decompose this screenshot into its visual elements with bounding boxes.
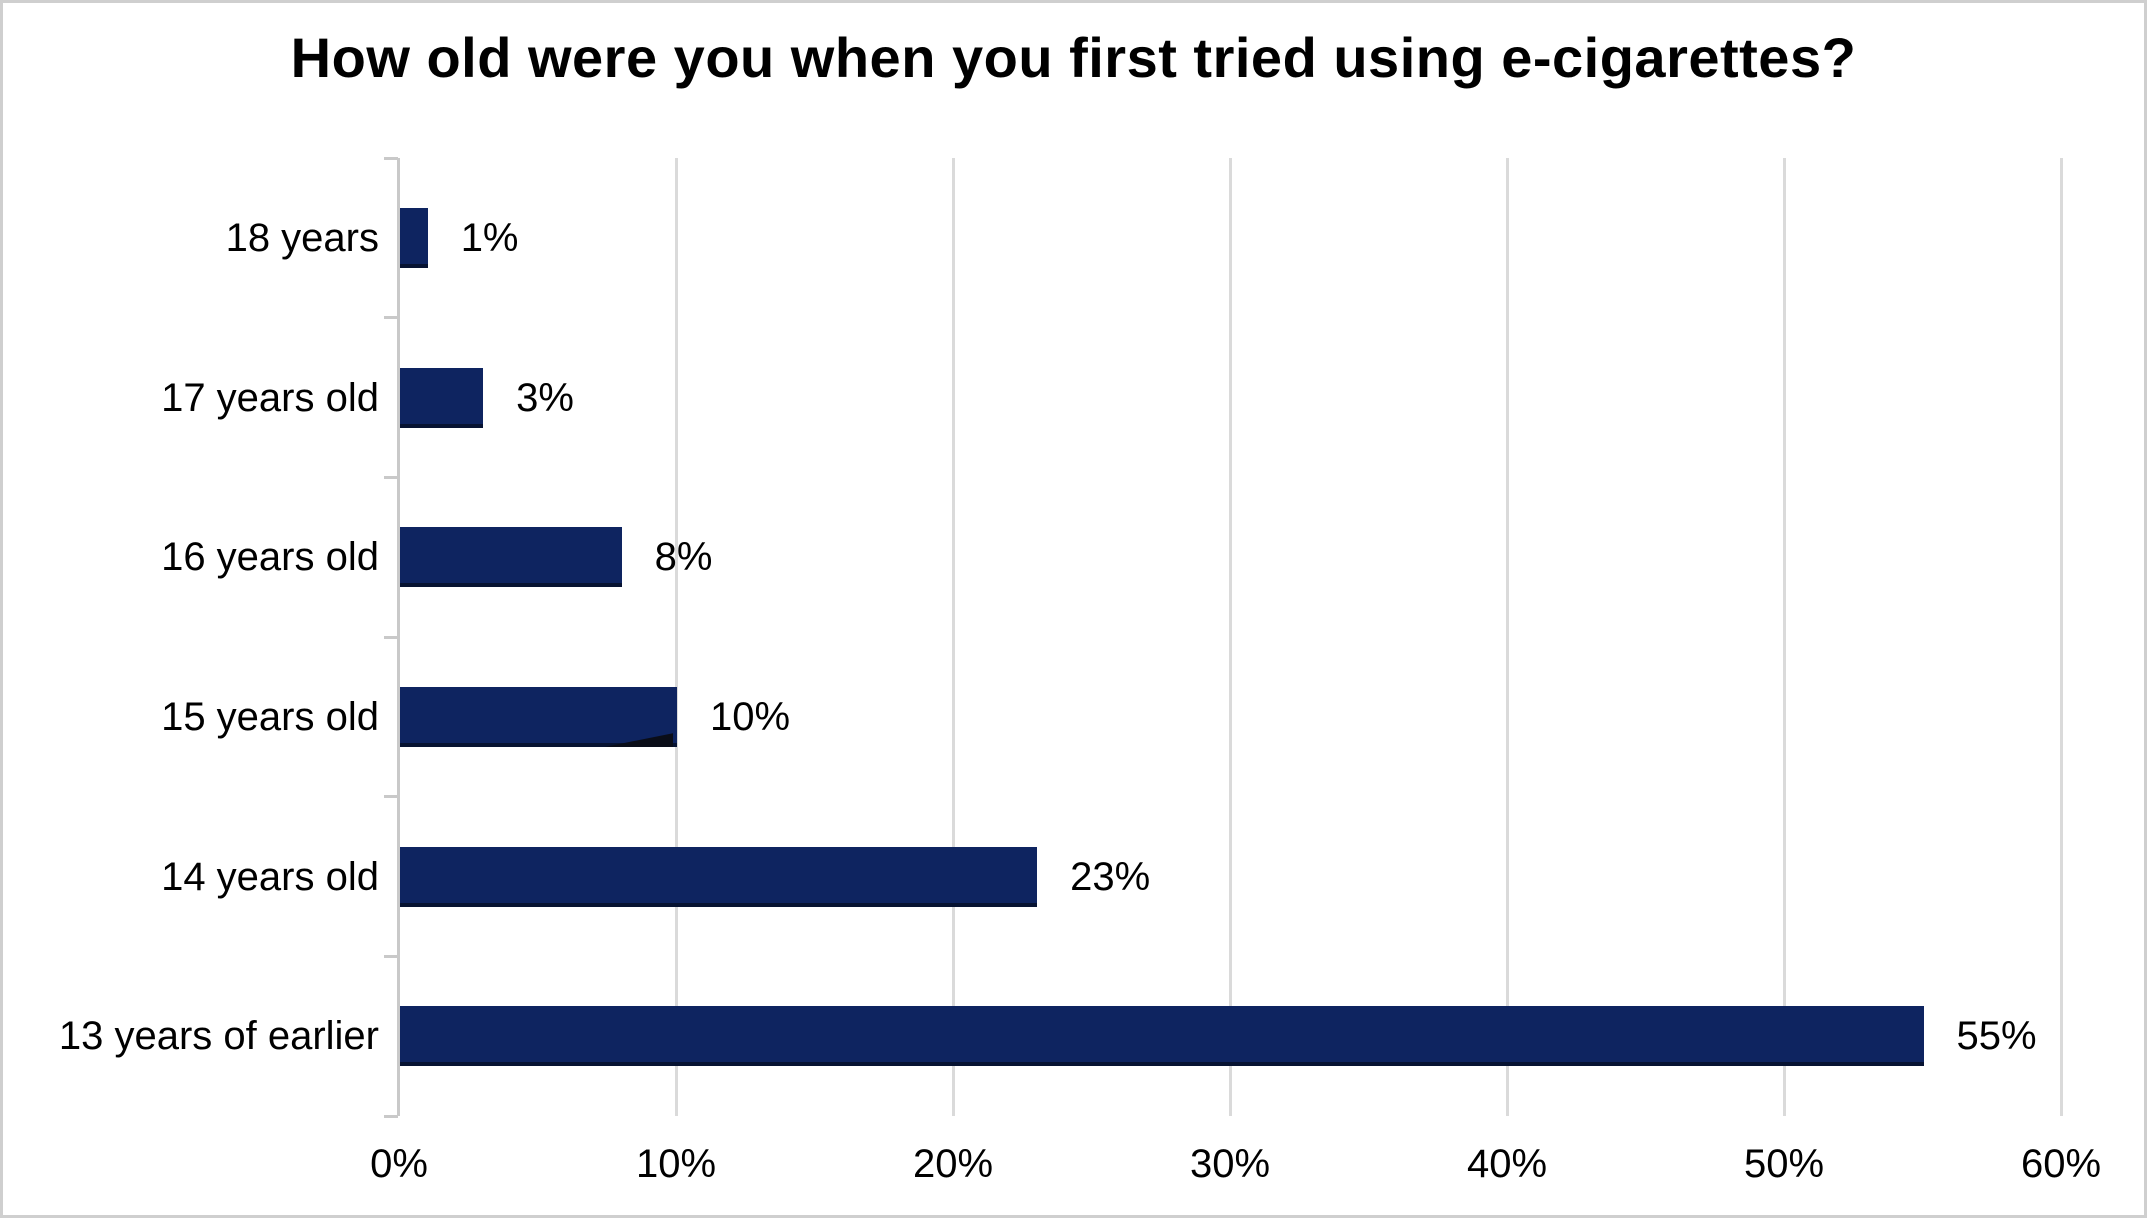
y-axis-tick [384,316,398,320]
chart-title: How old were you when you first tried us… [290,26,1857,89]
bar [400,846,1038,907]
x-tick-label: 0% [370,1142,428,1186]
category-label: 18 years [225,215,379,260]
category-label: 13 years of earlier [58,1014,379,1059]
category-label: 17 years old [161,375,379,420]
gridline [2059,158,2063,1116]
bar-value-label: 3% [516,375,574,420]
y-axis-tick [384,954,398,958]
bar-value-label: 55% [1956,1014,2037,1059]
bar [400,1006,1924,1067]
bar [400,207,428,268]
gridline [951,158,955,1116]
x-tick-label: 20% [912,1142,994,1186]
bar-value-label: 10% [710,694,791,739]
category-label: 15 years old [161,694,379,739]
gridline [1782,158,1786,1116]
gridline [674,158,678,1116]
bar-value-label: 23% [1070,854,1151,899]
x-tick-label: 50% [1743,1142,1825,1186]
gridline [1505,158,1509,1116]
y-axis-tick [384,156,398,160]
bar [400,367,484,428]
bar [400,686,677,747]
bar [400,527,622,588]
category-label: 16 years old [161,535,379,580]
x-tick-label: 60% [2020,1142,2102,1186]
bar-value-label: 1% [460,215,519,260]
y-axis-tick [384,795,398,799]
bar-value-label: 8% [654,535,713,580]
y-axis-line [397,158,400,1116]
x-tick-label: 40% [1466,1142,1548,1186]
y-axis-tick [384,635,398,639]
x-tick-label: 30% [1189,1142,1271,1186]
y-axis-tick [384,1114,398,1118]
gridline [1228,158,1232,1116]
y-axis-tick [384,475,398,479]
category-label: 14 years old [161,854,379,899]
x-tick-label: 10% [635,1142,717,1186]
plot-area: 1% 3% 8% 10% 23% 55% [384,156,2063,1118]
